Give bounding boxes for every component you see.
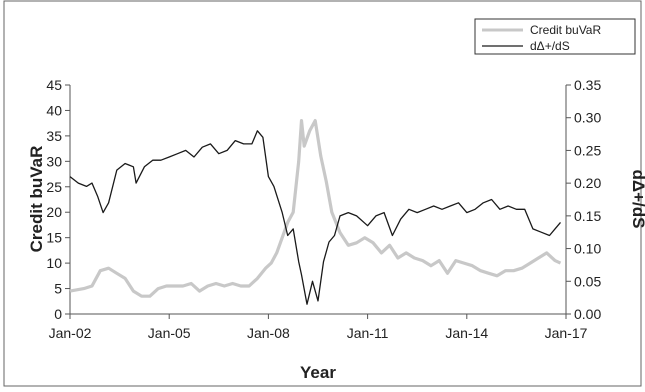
left-y-tick-label: 5 — [54, 281, 62, 297]
x-tick-label: Jan-11 — [347, 325, 389, 341]
axes — [69, 85, 567, 315]
left-y-tick-label: 0 — [54, 306, 62, 322]
left-y-tick-label: 40 — [46, 102, 62, 118]
right-y-tick-label: 0.20 — [574, 175, 601, 191]
x-ticks: Jan-02 Jan-05 Jan-08 Jan-11 Jan-14 Jan-17 — [49, 314, 588, 341]
series-layer — [69, 119, 562, 305]
x-tick-label: Jan-08 — [247, 325, 290, 341]
right-y-tick-label: 0.00 — [574, 306, 601, 322]
x-tick-label: Jan-02 — [49, 325, 92, 341]
left-y-axis-title: Credit buVaR — [27, 146, 46, 253]
left-y-ticks: 0 5 10 15 20 25 30 35 40 45 — [46, 77, 70, 322]
right-y-tick-label: 0.05 — [574, 273, 601, 289]
x-tick-label: Jan-14 — [445, 325, 488, 341]
left-y-tick-label: 10 — [46, 255, 62, 271]
left-y-tick-label: 35 — [46, 128, 62, 144]
left-y-tick-label: 15 — [46, 230, 62, 246]
x-tick-label: Jan-17 — [545, 325, 588, 341]
right-y-ticks: 0.00 0.05 0.10 0.15 0.20 0.25 0.30 0.35 — [566, 77, 601, 322]
series-line-ddelta-ds — [69, 130, 561, 305]
right-y-tick-label: 0.15 — [574, 208, 601, 224]
x-axis-title: Year — [300, 363, 336, 382]
legend-label-ddelta-ds: dΔ+/dS — [530, 39, 570, 53]
legend: Credit buVaR dΔ+/dS — [474, 18, 636, 55]
left-y-tick-label: 20 — [46, 204, 62, 220]
right-y-tick-label: 0.10 — [574, 241, 601, 257]
right-y-tick-label: 0.30 — [574, 110, 601, 126]
right-y-tick-label: 0.35 — [574, 77, 601, 93]
left-y-tick-label: 45 — [46, 77, 62, 93]
chart-border — [3, 0, 642, 387]
series-line-credit-buvar — [69, 119, 562, 298]
x-tick-label: Jan-05 — [148, 325, 191, 341]
legend-label-credit-buvar: Credit buVaR — [530, 23, 601, 37]
legend-box — [474, 18, 636, 55]
right-y-tick-label: 0.25 — [574, 142, 601, 158]
right-y-axis-title: dΔ+/dS — [629, 170, 645, 229]
left-y-tick-label: 25 — [46, 179, 62, 195]
left-y-tick-label: 30 — [46, 153, 62, 169]
